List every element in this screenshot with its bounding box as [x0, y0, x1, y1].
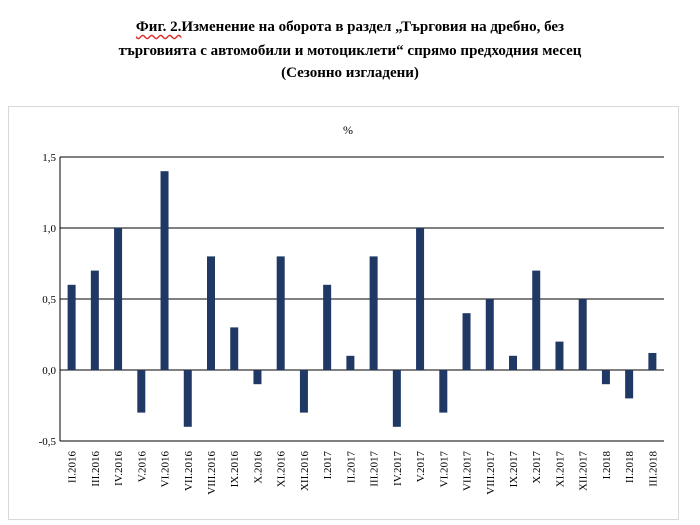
x-tick-label: X.2017 [531, 451, 543, 484]
chart-title-text-1: Изменение на оборота в раздел „Търговия … [181, 19, 565, 35]
bar [114, 228, 123, 370]
x-tick-label: VI.2016 [160, 451, 172, 488]
x-tick-label: VIII.2016 [206, 451, 218, 495]
bar [183, 370, 192, 427]
x-tick-label: VIII.2017 [485, 451, 497, 495]
x-tick-label: III.2017 [369, 451, 381, 487]
x-tick-label: III.2016 [90, 451, 102, 487]
x-tick-label: I.2017 [322, 451, 334, 480]
bar [416, 228, 425, 370]
bar [253, 370, 262, 385]
chart-title-line-1: Фиг. 2.Изменение на оборота в раздел „Тъ… [0, 17, 700, 37]
bar [207, 256, 215, 370]
bar [137, 370, 146, 413]
x-tick-label: XI.2017 [554, 451, 566, 488]
bar [369, 256, 378, 370]
bar [439, 370, 448, 413]
y-tick-label: 0,0 [42, 365, 56, 377]
x-tick-label: VI.2017 [438, 451, 450, 488]
bar [392, 370, 401, 427]
x-tick-label: II.2016 [67, 451, 79, 484]
bar [625, 370, 634, 399]
chart-title-line-2: търговията с автомобили и мотоциклети“ с… [118, 43, 582, 59]
bar [160, 171, 169, 370]
y-tick-label: 1,5 [42, 152, 56, 164]
x-tick-label: I.2018 [601, 451, 613, 480]
x-tick-label: XII.2017 [578, 451, 590, 492]
bar [276, 256, 285, 370]
chart-frame [8, 106, 679, 520]
x-tick-label: V.2016 [136, 451, 148, 483]
chart-title-line-3: (Сезонно изгладени) [281, 65, 419, 81]
x-tick-label: II.2017 [345, 451, 357, 484]
bar [346, 355, 355, 370]
bar [555, 341, 564, 370]
x-tick-label: IV.2017 [392, 451, 404, 486]
x-tick-label: XI.2016 [276, 451, 288, 488]
x-tick-label: IX.2016 [229, 451, 241, 488]
x-tick-label: IX.2017 [508, 451, 520, 488]
bar [532, 270, 541, 370]
y-tick-label: 1,0 [42, 223, 56, 235]
bar [230, 327, 239, 370]
x-tick-label: X.2016 [252, 451, 264, 484]
bar [90, 270, 99, 370]
x-tick-label: II.2018 [624, 451, 636, 484]
bar [578, 299, 587, 370]
bar [601, 370, 610, 385]
bar [299, 370, 308, 413]
x-tick-label: V.2017 [415, 451, 427, 483]
y-tick-label: -0,5 [39, 436, 57, 448]
bar [462, 313, 471, 370]
bar [648, 352, 657, 370]
bar [323, 284, 332, 370]
bar [67, 284, 76, 370]
figure-label: Фиг. 2. [135, 19, 182, 35]
x-tick-label: IV.2016 [113, 451, 125, 486]
y-tick-label: 0,5 [42, 294, 56, 306]
unit-label: % [343, 123, 353, 137]
x-tick-label: VII.2017 [462, 451, 474, 492]
x-tick-label: VII.2016 [183, 451, 195, 492]
bar [509, 355, 517, 370]
x-tick-label: III.2018 [647, 451, 659, 487]
x-tick-label: XII.2016 [299, 451, 311, 492]
bar [485, 299, 494, 370]
